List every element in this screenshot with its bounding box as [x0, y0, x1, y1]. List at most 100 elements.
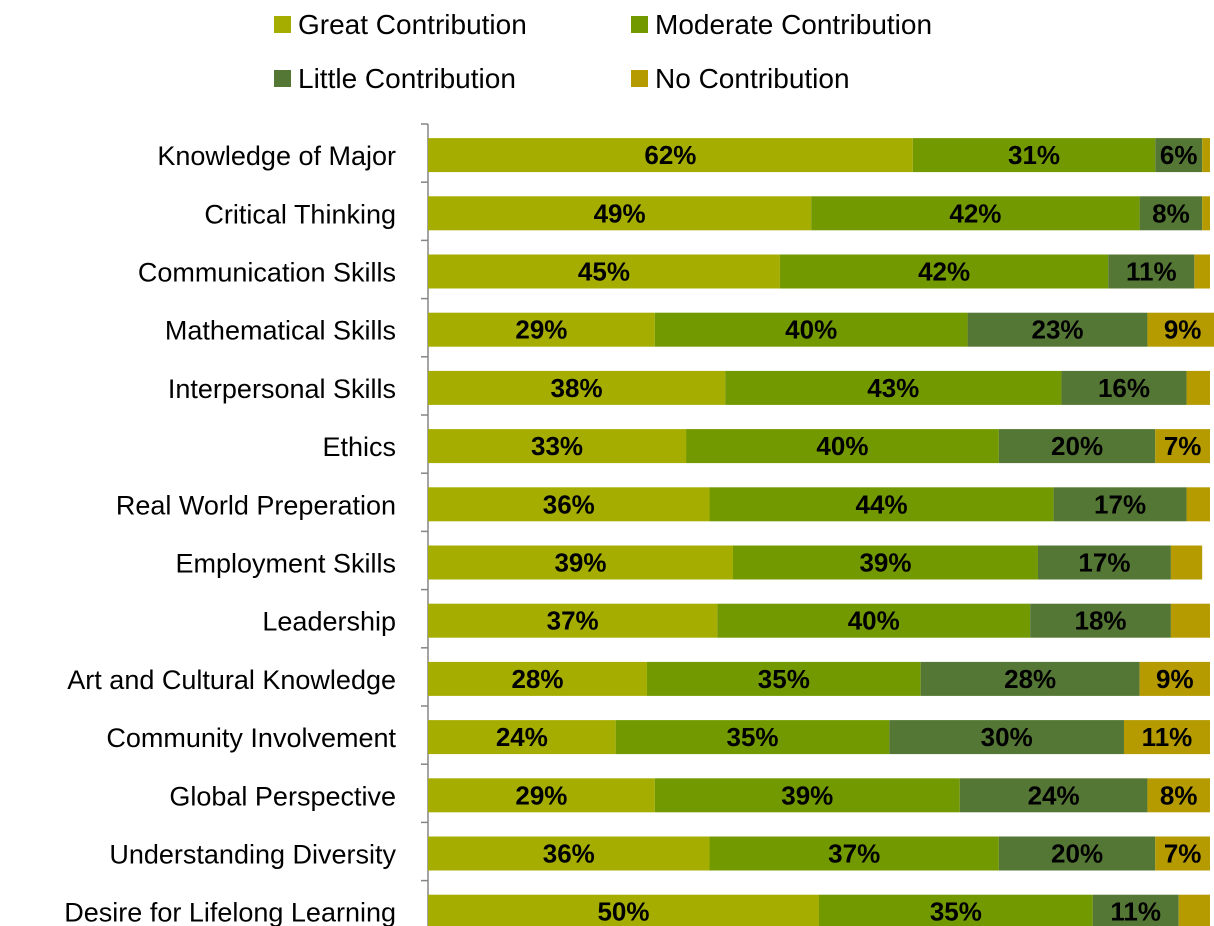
bar-segment-moderate-contribution [811, 196, 1140, 231]
bar-segment-moderate-contribution [912, 138, 1156, 173]
bar-segment-great-contribution [428, 370, 726, 405]
data-label-little-contribution: 11% [1110, 897, 1161, 926]
bar-segment-no-contribution [1186, 487, 1210, 522]
bar-segment-moderate-contribution [732, 545, 1038, 580]
bar-segment-little-contribution [1030, 603, 1171, 638]
bar-segment-great-contribution [428, 545, 733, 580]
bar-segment-little-contribution [1108, 254, 1195, 289]
bar-segment-moderate-contribution [717, 603, 1031, 638]
category-label-desire-for-lifelong-learning: Desire for Lifelong Learning [64, 898, 396, 926]
bar-segment-great-contribution [428, 661, 647, 696]
data-label-moderate-contribution: 40% [848, 606, 900, 636]
data-label-great-contribution: 37% [547, 606, 599, 636]
category-label-global-perspective: Global Perspective [169, 781, 396, 811]
bar-segment-moderate-contribution [615, 720, 890, 755]
bar-segment-little-contribution [1053, 487, 1187, 522]
data-label-moderate-contribution: 35% [727, 722, 779, 752]
legend-swatch-little-contribution [274, 70, 291, 87]
category-label-ethics: Ethics [322, 432, 396, 462]
data-label-great-contribution: 29% [515, 780, 567, 810]
data-label-great-contribution: 50% [597, 897, 649, 926]
data-label-moderate-contribution: 40% [785, 315, 837, 345]
bar-segment-no-contribution [1202, 196, 1210, 231]
data-label-no-contribution: 8% [1160, 780, 1198, 810]
bar-segment-moderate-contribution [654, 778, 960, 813]
bar-segment-little-contribution [1092, 894, 1179, 926]
bar-segment-great-contribution [428, 836, 710, 871]
bar-segment-little-contribution [998, 429, 1156, 464]
category-label-interpersonal-skills: Interpersonal Skills [168, 374, 396, 404]
data-label-little-contribution: 8% [1152, 198, 1190, 228]
bar-segment-moderate-contribution [725, 370, 1062, 405]
data-label-little-contribution: 20% [1051, 431, 1103, 461]
data-label-little-contribution: 30% [981, 722, 1033, 752]
bar-segment-moderate-contribution [779, 254, 1109, 289]
data-label-great-contribution: 36% [543, 839, 595, 869]
bar-segment-no-contribution [1155, 429, 1210, 464]
category-label-real-world-preperation: Real World Preperation [116, 490, 396, 520]
bar-segment-great-contribution [428, 254, 780, 289]
category-label-leadership: Leadership [262, 607, 396, 637]
legend-swatch-no-contribution [631, 70, 648, 87]
bar-area: 62% 31% 6% 49% 42% 8% 45% 42% 11% 29% 40% 23% 9% 38% 4… [428, 138, 1214, 926]
bar-segment-great-contribution [428, 720, 616, 755]
bar-segment-no-contribution [1186, 370, 1210, 405]
legend-label-moderate-contribution: Moderate Contribution [655, 9, 932, 40]
bar-segment-little-contribution [1155, 138, 1203, 173]
bar-segment-moderate-contribution [686, 429, 999, 464]
bar-segment-no-contribution [1147, 778, 1210, 813]
bar-segment-no-contribution [1178, 894, 1210, 926]
bar-segment-moderate-contribution [709, 836, 999, 871]
data-label-little-contribution: 17% [1078, 548, 1130, 578]
bar-segment-little-contribution [1061, 370, 1187, 405]
data-label-little-contribution: 6% [1160, 140, 1198, 170]
bar-segment-no-contribution [1194, 254, 1210, 289]
data-label-great-contribution: 24% [496, 722, 548, 752]
bar-segment-great-contribution [428, 894, 819, 926]
category-axis: Knowledge of Major Critical Thinking Commu… [64, 123, 429, 926]
data-label-great-contribution: 39% [554, 548, 606, 578]
legend-label-great-contribution: Great Contribution [298, 9, 527, 40]
bar-segment-no-contribution [1139, 661, 1210, 696]
data-label-great-contribution: 29% [515, 315, 567, 345]
category-label-community-involvement: Community Involvement [106, 723, 396, 753]
legend-label-little-contribution: Little Contribution [298, 63, 516, 94]
bar-segment-little-contribution [998, 836, 1156, 871]
data-label-moderate-contribution: 43% [867, 373, 919, 403]
data-label-little-contribution: 23% [1031, 315, 1083, 345]
data-label-moderate-contribution: 39% [781, 780, 833, 810]
data-label-little-contribution: 28% [1004, 664, 1056, 694]
category-label-knowledge-of-major: Knowledge of Major [157, 141, 396, 171]
data-label-little-contribution: 11% [1126, 257, 1177, 287]
category-label-mathematical-skills: Mathematical Skills [165, 316, 396, 346]
bar-segment-great-contribution [428, 138, 913, 173]
category-label-communication-skills: Communication Skills [138, 258, 396, 288]
data-label-little-contribution: 16% [1098, 373, 1150, 403]
bar-segment-no-contribution [1202, 138, 1210, 173]
data-label-little-contribution: 17% [1094, 489, 1146, 519]
category-label-employment-skills: Employment Skills [175, 549, 396, 579]
bar-segment-little-contribution [920, 661, 1140, 696]
bar-segment-moderate-contribution [819, 894, 1093, 926]
bar-segment-great-contribution [428, 429, 687, 464]
data-label-great-contribution: 49% [594, 198, 646, 228]
bar-segment-no-contribution [1147, 312, 1214, 347]
data-label-no-contribution: 7% [1164, 431, 1202, 461]
bar-segment-no-contribution [1170, 603, 1210, 638]
data-label-great-contribution: 62% [644, 140, 696, 170]
data-label-great-contribution: 45% [578, 257, 630, 287]
data-label-moderate-contribution: 31% [1008, 140, 1060, 170]
data-label-little-contribution: 20% [1051, 839, 1103, 869]
bar-segment-moderate-contribution [709, 487, 1054, 522]
bar-segment-no-contribution [1123, 720, 1210, 755]
data-label-moderate-contribution: 40% [816, 431, 868, 461]
bar-segment-moderate-contribution [646, 661, 921, 696]
data-label-no-contribution: 9% [1156, 664, 1194, 694]
bar-segment-great-contribution [428, 312, 655, 347]
bar-segment-great-contribution [428, 778, 655, 813]
bar-segment-little-contribution [967, 312, 1148, 347]
data-label-moderate-contribution: 42% [918, 257, 970, 287]
data-label-moderate-contribution: 35% [758, 664, 810, 694]
data-label-no-contribution: 7% [1164, 839, 1202, 869]
